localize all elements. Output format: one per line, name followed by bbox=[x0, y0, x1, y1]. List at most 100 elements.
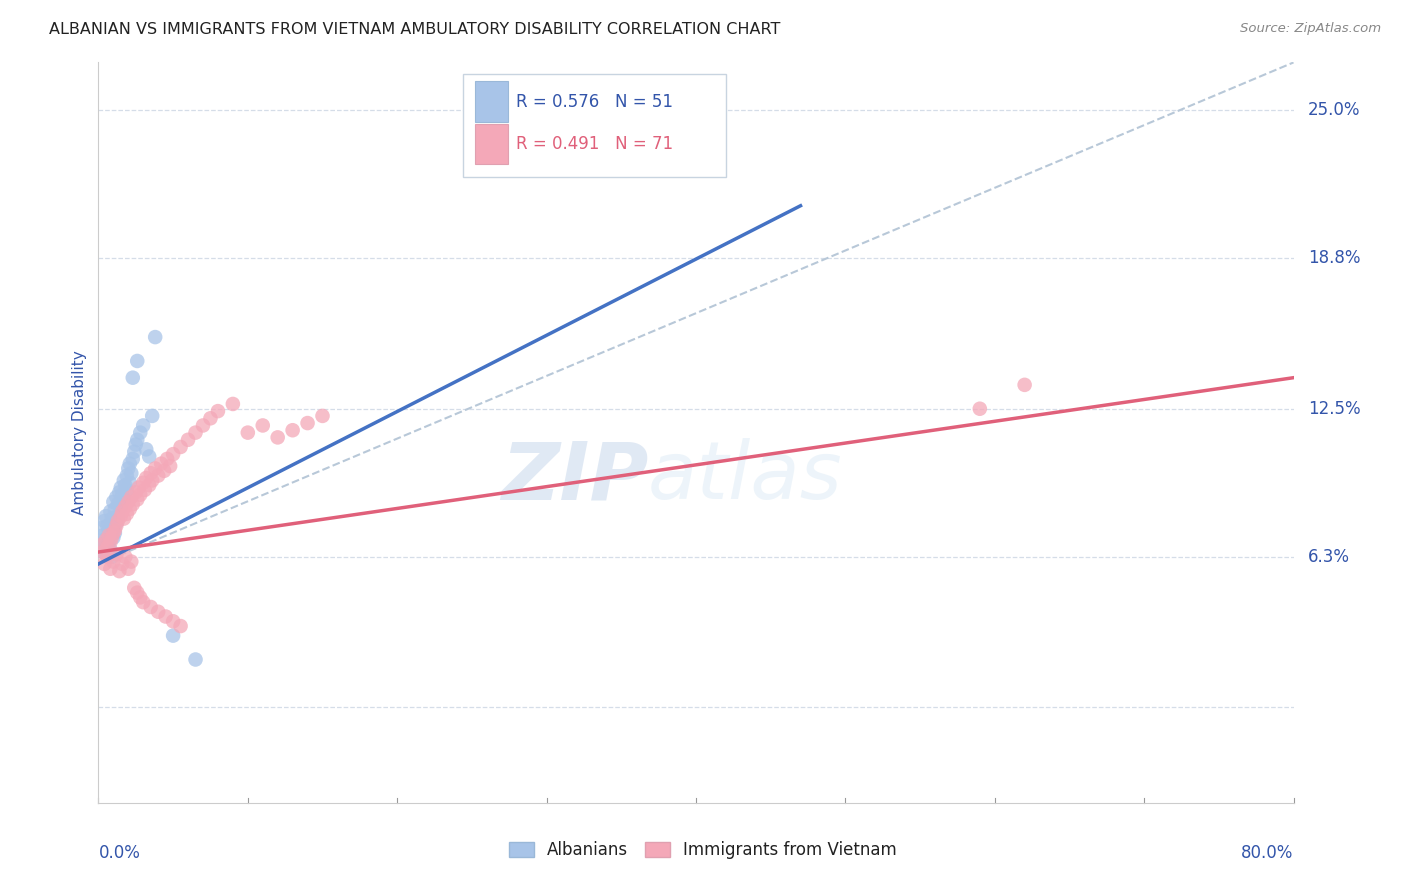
Text: 12.5%: 12.5% bbox=[1308, 400, 1361, 417]
Point bbox=[148, 468, 170, 483]
Point bbox=[96, 549, 118, 564]
Point bbox=[107, 514, 129, 528]
Point bbox=[94, 533, 117, 547]
Point bbox=[118, 475, 141, 490]
Point bbox=[129, 488, 152, 502]
Point bbox=[124, 581, 146, 595]
FancyBboxPatch shape bbox=[475, 81, 509, 122]
Point bbox=[207, 404, 229, 418]
Point bbox=[127, 354, 149, 368]
Point bbox=[129, 591, 152, 605]
Point bbox=[93, 533, 115, 547]
Legend: Albanians, Immigrants from Vietnam: Albanians, Immigrants from Vietnam bbox=[502, 835, 904, 866]
Point bbox=[132, 475, 155, 490]
Point bbox=[90, 521, 112, 535]
Point bbox=[103, 525, 125, 540]
Point bbox=[94, 541, 117, 555]
Point bbox=[120, 555, 142, 569]
Point bbox=[129, 425, 152, 440]
Point bbox=[162, 447, 184, 461]
Point bbox=[117, 461, 139, 475]
Point bbox=[104, 525, 127, 540]
Point bbox=[107, 497, 129, 511]
Point bbox=[105, 516, 128, 531]
Point bbox=[236, 425, 259, 440]
Point bbox=[110, 509, 132, 524]
Point bbox=[94, 509, 117, 524]
Point bbox=[107, 509, 129, 524]
Text: atlas: atlas bbox=[648, 438, 844, 516]
Point bbox=[141, 474, 163, 488]
Point bbox=[200, 411, 222, 425]
Point bbox=[311, 409, 333, 423]
Point bbox=[124, 444, 146, 458]
Point bbox=[120, 467, 142, 481]
Text: 80.0%: 80.0% bbox=[1241, 844, 1294, 862]
Text: 18.8%: 18.8% bbox=[1308, 249, 1361, 268]
Point bbox=[169, 619, 191, 633]
Point bbox=[150, 457, 173, 471]
Text: R = 0.576   N = 51: R = 0.576 N = 51 bbox=[516, 93, 672, 111]
Point bbox=[98, 504, 122, 518]
Point bbox=[112, 511, 135, 525]
Point bbox=[93, 557, 115, 571]
Text: 25.0%: 25.0% bbox=[1308, 101, 1361, 120]
Point bbox=[155, 609, 177, 624]
Point bbox=[128, 481, 150, 495]
Point bbox=[114, 549, 136, 564]
Text: R = 0.491   N = 71: R = 0.491 N = 71 bbox=[516, 135, 672, 153]
Point bbox=[117, 562, 139, 576]
Text: ALBANIAN VS IMMIGRANTS FROM VIETNAM AMBULATORY DISABILITY CORRELATION CHART: ALBANIAN VS IMMIGRANTS FROM VIETNAM AMBU… bbox=[49, 22, 780, 37]
Point bbox=[120, 490, 142, 504]
Point bbox=[104, 502, 127, 516]
Point bbox=[101, 549, 124, 564]
Point bbox=[103, 495, 125, 509]
Point bbox=[91, 545, 114, 559]
Point bbox=[143, 330, 166, 344]
Point bbox=[138, 450, 160, 464]
Point bbox=[97, 528, 120, 542]
Point bbox=[121, 370, 143, 384]
Point bbox=[143, 461, 166, 475]
Point bbox=[118, 502, 141, 516]
Point bbox=[115, 483, 138, 497]
Point bbox=[91, 528, 114, 542]
Point bbox=[103, 555, 125, 569]
Point bbox=[96, 548, 118, 562]
Point bbox=[97, 524, 120, 538]
Point bbox=[90, 538, 112, 552]
Point bbox=[297, 416, 319, 430]
Point bbox=[141, 409, 163, 423]
Point bbox=[125, 437, 148, 451]
Text: ZIP: ZIP bbox=[501, 438, 648, 516]
Point bbox=[134, 483, 156, 497]
Point bbox=[111, 504, 134, 518]
Point bbox=[103, 531, 125, 545]
Point bbox=[267, 430, 290, 444]
Point bbox=[96, 541, 118, 555]
Point bbox=[91, 545, 114, 559]
Point bbox=[105, 518, 128, 533]
Point bbox=[108, 564, 131, 578]
Text: 6.3%: 6.3% bbox=[1308, 548, 1350, 566]
FancyBboxPatch shape bbox=[463, 73, 725, 178]
Point bbox=[156, 451, 179, 466]
Point bbox=[969, 401, 991, 416]
Point bbox=[110, 500, 132, 514]
Point bbox=[138, 478, 160, 492]
Point bbox=[252, 418, 274, 433]
Point bbox=[111, 557, 134, 571]
Point bbox=[98, 535, 122, 549]
Point bbox=[148, 605, 170, 619]
Point bbox=[139, 599, 162, 614]
Point bbox=[114, 500, 136, 514]
Point bbox=[132, 418, 155, 433]
Point bbox=[115, 507, 138, 521]
Point bbox=[132, 595, 155, 609]
Point bbox=[125, 485, 148, 500]
Point bbox=[281, 423, 304, 437]
Point bbox=[1014, 377, 1036, 392]
Point bbox=[135, 442, 157, 457]
Point bbox=[101, 531, 124, 545]
Point bbox=[162, 629, 184, 643]
